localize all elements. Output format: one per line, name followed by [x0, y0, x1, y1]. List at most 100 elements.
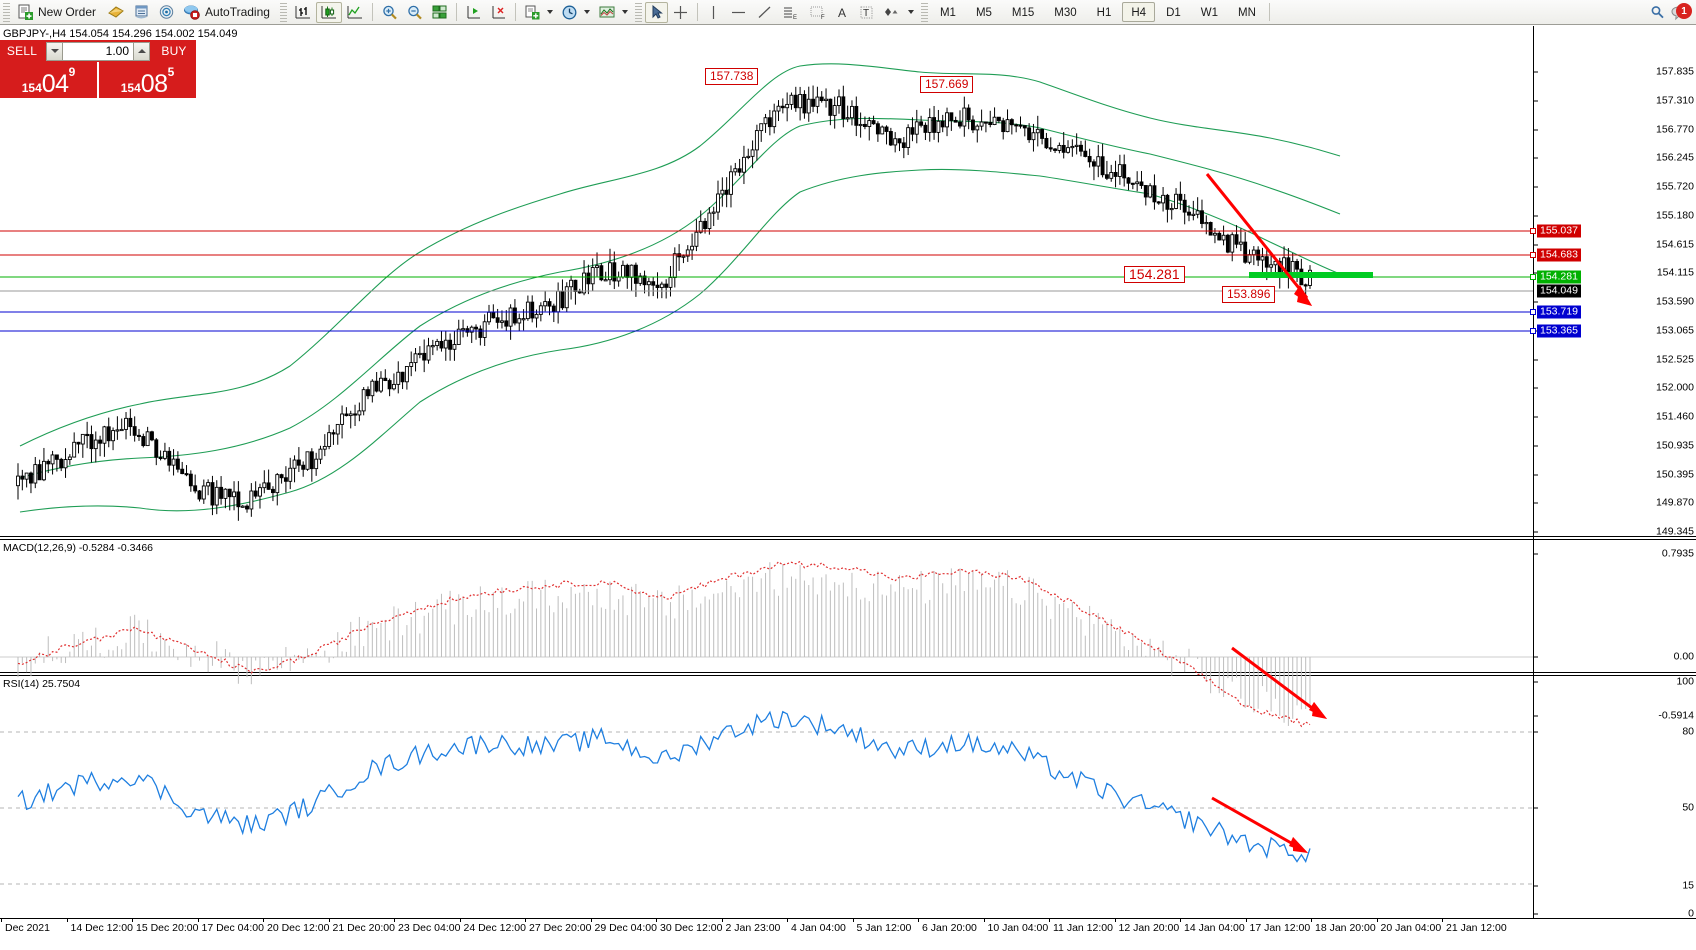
shapes-button[interactable]	[879, 2, 918, 23]
svg-text:A: A	[838, 6, 846, 20]
price-tick-label: 153.590	[1656, 295, 1694, 308]
time-tick	[918, 918, 919, 922]
price-level-handle[interactable]	[1530, 309, 1536, 315]
price-tick-label: 157.310	[1656, 94, 1694, 107]
indicators-dropdown-caret[interactable]	[546, 10, 553, 14]
expert-advisors-button[interactable]	[103, 2, 129, 23]
price-level-last-price[interactable]: 154.049	[1537, 284, 1581, 298]
new-order-button[interactable]: New Order	[13, 2, 103, 23]
time-tick-label: 17 Jan 12:00	[1249, 922, 1311, 934]
volume-decrement-button[interactable]	[46, 41, 63, 61]
volume-control[interactable]: 1.00	[44, 40, 152, 62]
timeframe-h4[interactable]: H4	[1122, 2, 1156, 22]
horizontal-line-icon	[731, 11, 745, 13]
buy-button[interactable]: BUY	[152, 40, 196, 62]
text-label-button[interactable]: T	[854, 2, 879, 23]
timeframe-d1[interactable]: D1	[1166, 7, 1181, 19]
trendline-button[interactable]	[752, 2, 777, 23]
price-tick	[1534, 129, 1538, 130]
rsi-tick	[1534, 913, 1538, 915]
rsi-tick	[1534, 681, 1538, 683]
annotation-swing-high-2[interactable]: 157.669	[920, 76, 974, 93]
fibonacci-button[interactable]: E	[777, 2, 804, 23]
toolbar-grip-4[interactable]	[920, 2, 928, 22]
sell-button[interactable]: SELL	[0, 40, 44, 62]
volume-increment-button[interactable]	[133, 41, 150, 61]
timeframe-m30[interactable]: M30	[1054, 7, 1077, 19]
timeframe-m1[interactable]: M1	[939, 7, 956, 19]
annotation-support-tag[interactable]: 154.281	[1124, 266, 1185, 283]
search-button[interactable]	[1645, 2, 1670, 23]
data-window-button[interactable]	[129, 2, 154, 23]
templates-dropdown-caret[interactable]	[621, 10, 628, 14]
timeframe-w1[interactable]: W1	[1200, 7, 1219, 19]
text-button[interactable]: A	[831, 2, 854, 23]
toolbar-grip[interactable]	[3, 2, 10, 22]
period-button[interactable]	[557, 2, 594, 23]
price-level-handle[interactable]	[1530, 328, 1536, 334]
timeframe-h1[interactable]: H1	[1096, 7, 1112, 19]
channel-button[interactable]: F	[804, 2, 831, 23]
time-tick	[66, 918, 68, 922]
price-level-resistance[interactable]: 154.683	[1537, 248, 1581, 262]
timeframe-m15[interactable]: M15	[1011, 7, 1035, 19]
templates-button[interactable]	[594, 2, 632, 23]
vertical-line-button[interactable]	[702, 2, 725, 23]
time-tick-label: 15 Dec 20:00	[136, 922, 199, 934]
price-level-support[interactable]: 154.281	[1537, 270, 1581, 284]
price-tick-label: 151.460	[1656, 410, 1694, 423]
timeframe-mn[interactable]: MN	[1238, 7, 1256, 19]
price-level-target[interactable]: 153.365	[1537, 324, 1581, 338]
chart-shift-button[interactable]	[461, 2, 486, 23]
tile-windows-button[interactable]	[427, 2, 452, 23]
notifications-button[interactable]: 1	[1670, 3, 1692, 21]
line-chart-button[interactable]	[342, 2, 368, 23]
macd-pane-graphics	[0, 560, 1533, 728]
price-level-handle[interactable]	[1530, 252, 1536, 258]
shapes-dropdown-caret[interactable]	[907, 10, 914, 14]
one-click-trading-panel[interactable]: SELL 1.00 BUY 154 04 9 154 08 5	[0, 40, 196, 98]
bar-chart-button[interactable]	[290, 2, 316, 23]
auto-scroll-button[interactable]	[486, 2, 511, 23]
sell-price-sup: 9	[68, 65, 76, 79]
autotrading-button[interactable]: AutoTrading	[179, 2, 277, 23]
pane-separator-macd-rsi-2	[0, 675, 1696, 676]
volume-input[interactable]: 1.00	[63, 41, 133, 61]
price-tick-label: 156.770	[1656, 123, 1694, 135]
fibonacci-icon: E	[783, 7, 797, 21]
signals-button[interactable]	[154, 2, 179, 23]
zoom-out-button[interactable]	[402, 2, 427, 23]
time-tick	[1, 918, 2, 922]
rsi-tick-label: 15	[1682, 879, 1694, 892]
timeframe-m5[interactable]: M5	[975, 7, 992, 19]
svg-text:F: F	[821, 15, 825, 21]
time-tick-label: 17 Dec 04:00	[201, 922, 264, 934]
line-chart-icon	[347, 5, 362, 18]
toolbar-grip-3[interactable]	[634, 2, 642, 22]
toolbar-grip-2[interactable]	[279, 2, 287, 22]
buy-price[interactable]: 154 08 5	[97, 62, 196, 98]
price-level-resistance[interactable]: 155.037	[1537, 224, 1581, 238]
cursor-button[interactable]	[644, 1, 668, 23]
time-tick	[1245, 918, 1247, 922]
chart-canvas[interactable]: GBPJPY-,H4 154.054 154.296 154.002 154.0…	[0, 26, 1696, 950]
price-tick	[1534, 445, 1538, 447]
time-tick	[983, 918, 985, 922]
zoom-in-button[interactable]	[377, 2, 402, 23]
period-dropdown-caret[interactable]	[583, 10, 590, 14]
sell-price[interactable]: 154 04 9	[0, 62, 97, 98]
annotation-target-tag[interactable]: 153.896	[1222, 286, 1276, 303]
price-level-target[interactable]: 153.719	[1537, 305, 1581, 319]
candlestick-chart-button[interactable]	[315, 1, 342, 23]
price-tick-label: 152.525	[1656, 353, 1694, 365]
price-level-handle[interactable]	[1530, 228, 1536, 234]
annotation-swing-high-1[interactable]: 157.738	[705, 68, 759, 85]
time-tick	[525, 918, 526, 922]
price-level-handle[interactable]	[1530, 274, 1536, 280]
crosshair-button[interactable]	[668, 2, 693, 23]
indicators-button[interactable]	[520, 2, 557, 23]
price-tick-label: 154.615	[1656, 238, 1694, 250]
horizontal-line-button[interactable]	[725, 2, 752, 23]
macd-tick	[1534, 553, 1538, 555]
rsi-tick-label: 100	[1676, 675, 1694, 688]
